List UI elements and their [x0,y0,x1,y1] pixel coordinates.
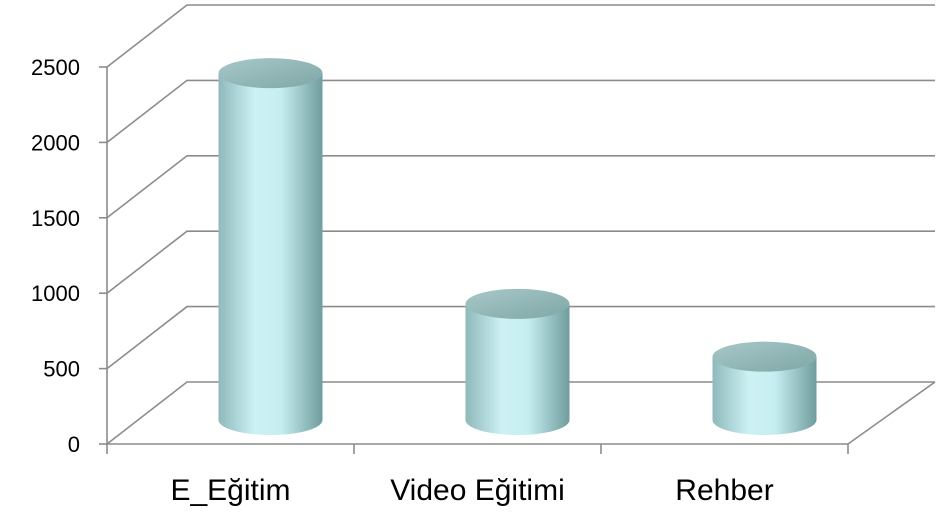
x-category-label: Rehber [675,474,773,507]
gridline [106,305,935,370]
x-category-label: E_Eğitim [170,474,290,507]
gridline [106,155,935,219]
category-labels: E_Eğitim Video Eğitimi Rehber [170,474,773,507]
y-tick-label: 1000 [31,281,80,306]
y-tick-label: 0 [68,432,80,457]
gridline [106,4,935,68]
bar [712,341,817,436]
y-tick-label: 500 [43,357,80,382]
bar-body [712,356,817,436]
bar-body [218,73,323,436]
y-tick-label: 1500 [31,206,80,231]
y-tick-label: 2500 [31,55,80,80]
bar-top [218,58,323,89]
y-tick-label: 2000 [31,130,80,155]
bars [218,58,817,436]
bar [218,58,323,436]
y-axis-tick-labels: 0 500 1000 1500 2000 2500 [31,55,80,457]
gridline [106,381,935,445]
bar-body [465,303,570,436]
gridline [106,79,935,144]
x-category-label: Video Eğitimi [390,474,565,507]
floor-right-edge [847,381,936,445]
axes [99,66,849,454]
gridlines [106,4,936,445]
bar-top [465,288,570,319]
bar [465,288,570,436]
gridline [106,230,935,294]
bar-top [712,341,817,372]
